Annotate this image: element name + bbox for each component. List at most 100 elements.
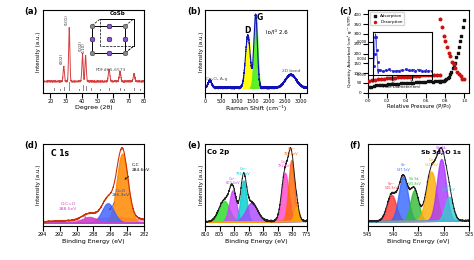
Desorption [428,73,435,77]
Desorption [368,78,375,82]
Adsorption [456,39,464,43]
Adsorption [438,79,445,83]
Adsorption [407,81,414,85]
Adsorption [451,61,459,65]
Desorption [401,75,408,79]
Adsorption [458,34,465,38]
Text: G: G [256,13,263,22]
Desorption [404,75,411,79]
Text: (101): (101) [65,15,69,25]
X-axis label: Relative Pressure (P/P₀): Relative Pressure (P/P₀) [386,105,450,109]
Text: C-C
284.6eV: C-C 284.6eV [125,163,150,179]
Y-axis label: Quantity Adsorbed (cm³ g⁻¹ STP): Quantity Adsorbed (cm³ g⁻¹ STP) [347,16,352,87]
Desorption [457,74,465,79]
Adsorption [365,85,373,89]
Adsorption [434,79,442,83]
Text: Sb⁰
537.7eV: Sb⁰ 537.7eV [396,163,410,172]
Adsorption [400,81,407,85]
Adsorption [397,81,404,85]
Desorption [450,62,457,66]
Adsorption [437,80,444,84]
Text: Co²⁺
800.5eV: Co²⁺ 800.5eV [226,177,240,185]
Text: O₂s
527.9eV: O₂s 527.9eV [442,184,456,192]
Adsorption [375,83,383,87]
Y-axis label: Intensity (a.u.): Intensity (a.u.) [199,165,204,205]
Desorption [419,73,426,77]
Adsorption [392,82,400,86]
Desorption [445,51,453,55]
Text: Sb 3d, O 1s: Sb 3d, O 1s [420,150,460,155]
Adsorption [447,70,455,74]
Desorption [398,74,405,79]
Text: O₁s
532.7eV: O₁s 532.7eV [424,158,438,167]
Adsorption [437,79,444,83]
Text: Co³⁺
796.7eV: Co³⁺ 796.7eV [236,167,251,176]
Text: PDF#65-6573: PDF#65-6573 [95,68,126,72]
Adsorption [431,79,439,83]
Y-axis label: Intensity (a.u.): Intensity (a.u.) [361,165,366,205]
Y-axis label: Intensity (a.u.): Intensity (a.u.) [199,31,204,72]
Text: (002): (002) [59,53,64,64]
Adsorption [454,51,462,55]
Legend: Adsorption, Desorption: Adsorption, Desorption [370,12,404,25]
Adsorption [459,25,466,29]
Desorption [365,79,373,83]
Desorption [448,60,456,64]
Desorption [374,77,382,82]
Text: (110): (110) [81,43,85,54]
Text: (102): (102) [78,40,82,51]
Desorption [386,76,393,80]
Adsorption [409,80,417,84]
Desorption [455,72,463,76]
Adsorption [424,79,432,83]
Desorption [371,77,378,82]
Text: C 1s: C 1s [51,149,69,158]
X-axis label: Binding Energy (eV): Binding Energy (eV) [225,239,287,244]
Adsorption [390,82,397,86]
Desorption [425,73,432,77]
Desorption [458,77,466,81]
Adsorption [370,84,377,88]
Text: Co²⁺
780.5eV: Co²⁺ 780.5eV [284,147,299,156]
Adsorption [414,80,422,84]
Adsorption [445,75,453,79]
Adsorption [384,82,392,86]
Adsorption [417,80,424,84]
Text: (e): (e) [187,141,201,149]
Desorption [460,77,468,81]
Text: O-C=O
288.5eV: O-C=O 288.5eV [59,203,86,218]
Adsorption [450,63,458,67]
X-axis label: Binding Energy (eV): Binding Energy (eV) [387,239,450,244]
Adsorption [387,81,395,86]
Text: (d): (d) [24,141,38,149]
Desorption [392,75,399,80]
Desorption [438,25,446,29]
Desorption [430,73,438,77]
Adsorption [440,79,448,83]
Adsorption [382,83,390,87]
Text: Sb 3d₃
530.5eV: Sb 3d₃ 530.5eV [435,146,448,155]
Adsorption [402,81,410,85]
Y-axis label: Intensity (a.u.): Intensity (a.u.) [36,165,41,205]
Desorption [407,75,414,79]
Text: (b): (b) [187,7,201,16]
X-axis label: Degree (2θ): Degree (2θ) [74,105,112,110]
Text: Co 2p: Co 2p [207,149,229,155]
Adsorption [455,45,463,49]
Text: C=O
286.3eV: C=O 286.3eV [109,189,129,210]
Text: 2D band: 2D band [283,69,301,73]
Desorption [440,34,447,38]
Desorption [377,76,384,81]
Text: Iᴅ/Iᴳ 2.6: Iᴅ/Iᴳ 2.6 [266,29,288,35]
Adsorption [412,80,419,84]
Adsorption [443,77,450,81]
Adsorption [404,81,412,85]
Text: Sb 3d₂
535.8eV: Sb 3d₂ 535.8eV [408,177,421,186]
Text: (c): (c) [339,7,352,16]
Desorption [443,44,451,49]
Adsorption [439,79,447,83]
Text: Co₂O₃ A₁g: Co₂O₃ A₁g [206,77,228,81]
Text: Co³⁺
782.5eV: Co³⁺ 782.5eV [278,160,292,168]
Desorption [453,70,461,74]
Adsorption [447,72,454,76]
